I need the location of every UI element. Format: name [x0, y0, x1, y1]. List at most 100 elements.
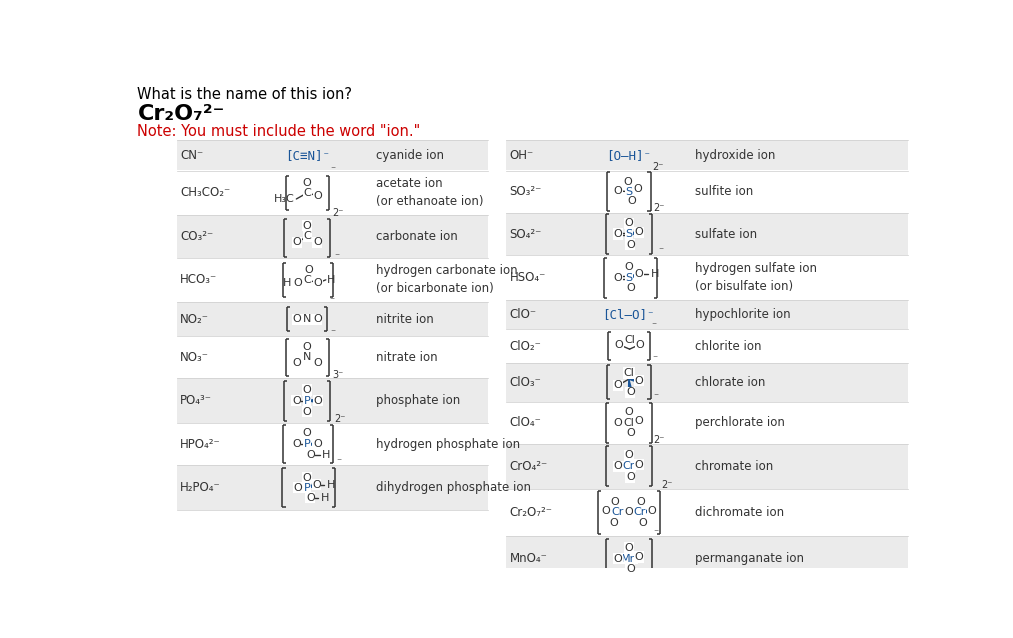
Text: O: O — [303, 385, 312, 395]
Text: O: O — [624, 177, 632, 188]
Text: Cl: Cl — [624, 335, 635, 345]
Text: MnO₄⁻: MnO₄⁻ — [510, 552, 547, 565]
Text: O: O — [635, 339, 644, 350]
Text: O: O — [614, 229, 622, 239]
Text: O: O — [624, 543, 633, 553]
Text: O: O — [614, 272, 622, 283]
Text: O: O — [626, 565, 635, 574]
Text: CN⁻: CN⁻ — [180, 149, 204, 161]
Text: S: S — [625, 229, 632, 239]
Polygon shape — [629, 419, 639, 423]
Bar — [177, 215, 488, 258]
Text: O: O — [303, 221, 312, 230]
Polygon shape — [307, 483, 317, 487]
Text: P: P — [304, 396, 311, 406]
Bar — [177, 302, 488, 336]
Polygon shape — [628, 559, 632, 570]
Bar — [506, 363, 908, 401]
Text: C: C — [303, 232, 311, 241]
Text: acetate ion
(or ethanoate ion): acetate ion (or ethanoate ion) — [376, 177, 483, 209]
Polygon shape — [628, 466, 632, 477]
Text: HCO₃⁻: HCO₃⁻ — [180, 273, 218, 286]
Text: O: O — [293, 314, 302, 324]
Polygon shape — [639, 509, 652, 513]
Text: CrO₄²⁻: CrO₄²⁻ — [510, 460, 548, 473]
Text: O: O — [614, 380, 622, 390]
Polygon shape — [628, 379, 632, 392]
Polygon shape — [307, 399, 318, 403]
Text: O: O — [634, 228, 643, 237]
Text: PO₄³⁻: PO₄³⁻ — [180, 394, 212, 407]
Text: O: O — [294, 483, 302, 493]
Text: ⁻: ⁻ — [334, 252, 339, 262]
Text: O: O — [314, 396, 322, 406]
Text: Cr₂O₇²⁻: Cr₂O₇²⁻ — [510, 506, 552, 519]
Text: hydrogen sulfate ion
(or bisulfate ion): hydrogen sulfate ion (or bisulfate ion) — [696, 262, 817, 293]
Polygon shape — [629, 272, 639, 278]
Bar — [506, 329, 908, 363]
Polygon shape — [305, 401, 309, 412]
Text: O: O — [614, 418, 622, 427]
Text: phosphate ion: phosphate ion — [376, 394, 461, 407]
Bar — [506, 537, 908, 581]
Text: O: O — [634, 376, 643, 386]
Text: hydroxide ion: hydroxide ion — [696, 149, 776, 161]
Text: S: S — [625, 187, 632, 197]
Text: H: H — [284, 278, 292, 288]
Text: N: N — [303, 314, 311, 324]
Text: hypochlorite ion: hypochlorite ion — [696, 308, 791, 321]
Text: O: O — [601, 506, 610, 516]
Bar — [506, 489, 908, 537]
Text: O: O — [306, 493, 315, 503]
Text: ⁻: ⁻ — [651, 322, 656, 331]
Text: HPO₄²⁻: HPO₄²⁻ — [180, 438, 221, 450]
Text: O: O — [313, 237, 322, 248]
Text: O: O — [303, 429, 312, 438]
Text: NO₃⁻: NO₃⁻ — [180, 351, 209, 364]
Text: O: O — [312, 480, 321, 489]
Text: O: O — [294, 278, 302, 288]
Polygon shape — [628, 423, 632, 434]
Text: P: P — [304, 483, 311, 493]
Text: ClO⁻: ClO⁻ — [510, 308, 537, 321]
Polygon shape — [628, 234, 632, 245]
Text: 2⁻: 2⁻ — [652, 161, 664, 172]
Text: O: O — [611, 496, 619, 507]
Text: O: O — [634, 416, 643, 426]
Text: O: O — [314, 191, 322, 201]
Text: O: O — [624, 262, 633, 272]
Text: Note: You must include the word "ion.": Note: You must include the word "ion." — [138, 124, 420, 138]
Polygon shape — [629, 379, 639, 383]
Bar — [177, 465, 488, 510]
Text: N: N — [303, 352, 311, 362]
Text: permanganate ion: permanganate ion — [696, 552, 804, 565]
Text: HSO₄⁻: HSO₄⁻ — [510, 271, 546, 284]
Text: C: C — [303, 275, 311, 285]
Text: OH⁻: OH⁻ — [510, 149, 534, 161]
Text: O: O — [638, 518, 647, 528]
Text: ⁻: ⁻ — [658, 247, 664, 256]
Polygon shape — [307, 487, 312, 498]
Text: O: O — [313, 314, 322, 324]
Text: O: O — [614, 461, 622, 471]
Bar — [177, 140, 488, 170]
Polygon shape — [629, 188, 638, 191]
Text: chlorate ion: chlorate ion — [696, 376, 766, 389]
Text: ⁻: ⁻ — [336, 457, 341, 468]
Text: 2⁻: 2⁻ — [332, 208, 343, 218]
Text: 2⁻: 2⁻ — [661, 480, 673, 490]
Text: ⁻: ⁻ — [652, 355, 657, 364]
Text: 3⁻: 3⁻ — [332, 370, 343, 380]
Text: CH₃CO₂⁻: CH₃CO₂⁻ — [180, 186, 230, 199]
Text: Cr: Cr — [633, 507, 646, 517]
Text: O: O — [303, 342, 312, 352]
Text: O: O — [624, 218, 633, 228]
Text: ⁻: ⁻ — [653, 392, 658, 402]
Text: chromate ion: chromate ion — [696, 460, 774, 473]
Text: O: O — [292, 439, 301, 449]
Polygon shape — [307, 442, 317, 446]
Text: O: O — [614, 554, 622, 563]
Text: O: O — [627, 196, 636, 206]
Text: C: C — [303, 188, 311, 198]
Polygon shape — [612, 512, 618, 524]
